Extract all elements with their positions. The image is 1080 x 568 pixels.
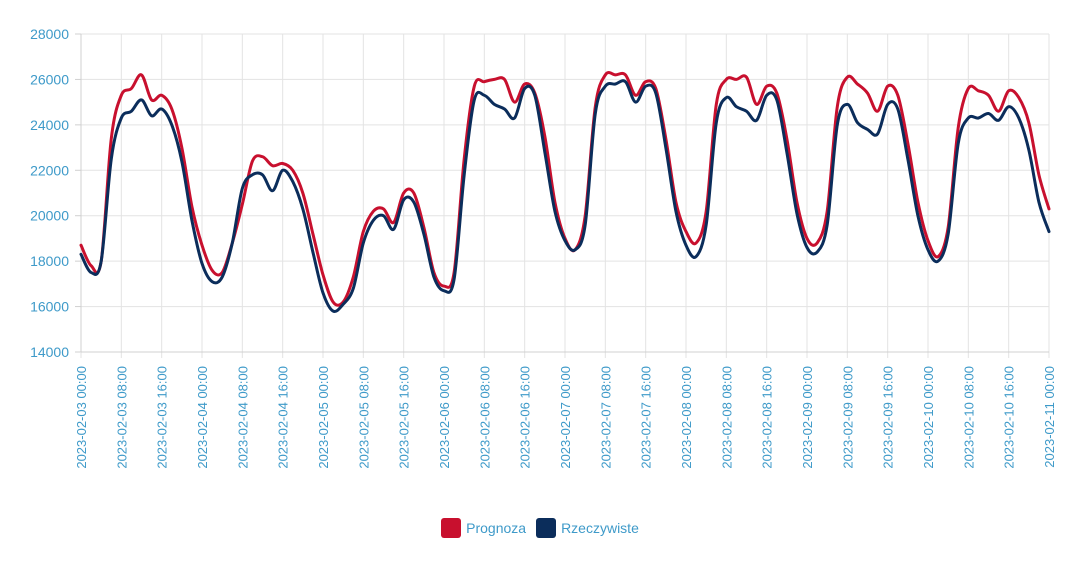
y-tick-label: 22000	[30, 162, 69, 178]
x-tick-label: 2023-02-06 08:00	[477, 366, 492, 469]
x-axis-ticks: 2023-02-03 00:00 2023-02-03 08:00 2023-02-…	[74, 366, 1057, 469]
x-tick-label: 2023-02-08 00:00	[679, 366, 694, 469]
x-tick-label: 2023-02-03 16:00	[155, 366, 170, 469]
series-lines	[79, 71, 1051, 314]
y-tick-label: 16000	[30, 299, 69, 315]
x-tick-label: 2023-02-03 08:00	[114, 366, 129, 469]
legend: Prognoza Rzeczywiste	[0, 518, 1080, 538]
x-tick-label: 2023-02-04 08:00	[235, 366, 250, 469]
x-tick-label: 2023-02-06 00:00	[437, 366, 452, 469]
y-tick-label: 28000	[30, 26, 69, 42]
x-tick-label: 2023-02-05 08:00	[356, 366, 371, 469]
grid-lines	[75, 33, 1050, 358]
legend-label-rzeczywiste: Rzeczywiste	[561, 520, 639, 536]
y-tick-label: 14000	[30, 344, 69, 360]
x-tick-label: 2023-02-08 16:00	[760, 366, 775, 469]
y-tick-label: 26000	[30, 71, 69, 87]
y-axis-ticks: 14000 16000 18000 20000 22000 24000 26000 28000	[30, 26, 69, 360]
legend-swatch-prognoza	[441, 518, 462, 538]
series-line-rzeczywiste	[79, 79, 1051, 314]
x-tick-label: 2023-02-11 00:00	[1042, 366, 1057, 468]
x-tick-label: 2023-02-09 08:00	[840, 366, 855, 469]
x-tick-label: 2023-02-03 00:00	[74, 366, 89, 469]
x-tick-label: 2023-02-04 16:00	[276, 366, 291, 469]
x-tick-label: 2023-02-05 00:00	[316, 366, 331, 469]
x-tick-label: 2023-02-10 00:00	[921, 366, 936, 469]
x-tick-label: 2023-02-05 16:00	[397, 366, 412, 469]
x-tick-label: 2023-02-06 16:00	[518, 366, 533, 469]
x-tick-label: 2023-02-10 08:00	[961, 366, 976, 469]
x-tick-label: 2023-02-07 08:00	[598, 366, 613, 469]
x-tick-label: 2023-02-07 00:00	[558, 366, 573, 469]
legend-item-prognoza[interactable]: Prognoza	[441, 518, 526, 538]
line-chart: 14000 16000 18000 20000 22000 24000 26000 28000…	[30, 26, 1057, 469]
legend-item-rzeczywiste[interactable]: Rzeczywiste	[536, 518, 639, 538]
legend-swatch-rzeczywiste	[536, 518, 557, 538]
x-tick-label: 2023-02-09 00:00	[800, 366, 815, 469]
x-tick-label: 2023-02-07 16:00	[639, 366, 654, 469]
y-tick-label: 20000	[30, 208, 69, 224]
x-tick-label: 2023-02-10 16:00	[1002, 366, 1017, 469]
legend-label-prognoza: Prognoza	[466, 520, 527, 536]
x-tick-label: 2023-02-04 00:00	[195, 366, 210, 469]
x-tick-label: 2023-02-09 16:00	[881, 366, 896, 469]
y-tick-label: 18000	[30, 253, 69, 269]
x-tick-label: 2023-02-08 08:00	[719, 366, 734, 469]
y-tick-label: 24000	[30, 117, 69, 133]
